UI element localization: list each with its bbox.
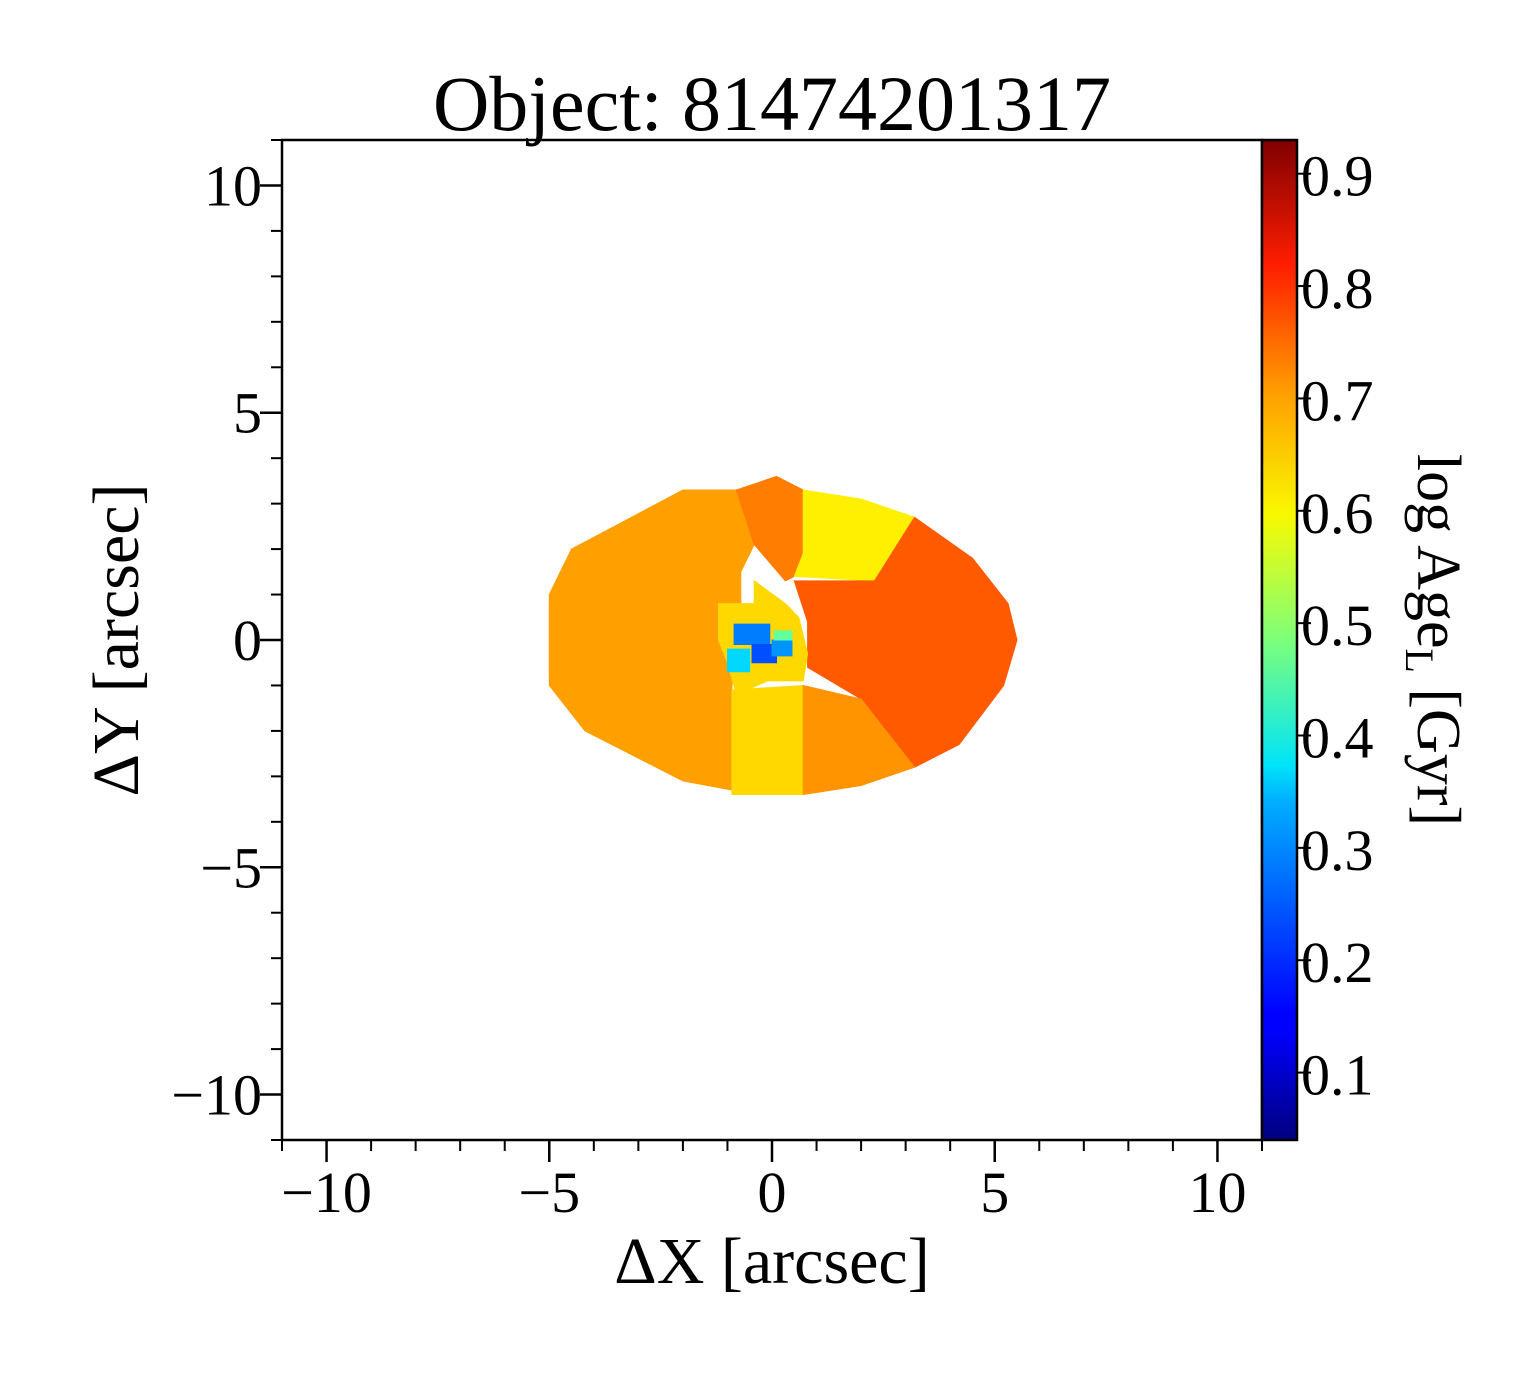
colorbar (1260, 138, 1299, 1142)
colorbar-tick-label: 0.6 (1301, 481, 1374, 546)
y-tick-label: −5 (200, 835, 262, 900)
x-tick-label: 5 (980, 1160, 1009, 1225)
colorbar-ticks: 0.1 0.2 0.3 0.4 0.5 0.6 0.7 0.8 0.9 (1297, 144, 1374, 1108)
y-axis-label: ΔY [arcsec] (80, 484, 153, 797)
map-region-center-blue-1 (733, 623, 771, 645)
x-tick-label: −5 (518, 1160, 580, 1225)
colorbar-tick-label: 0.8 (1301, 256, 1374, 321)
colorbar-tick-label: 0.2 (1301, 930, 1374, 995)
colorbar-tick-label: 0.7 (1301, 368, 1374, 433)
colorbar-label-unit: [Gyr] (1404, 673, 1472, 826)
map-region-center-blue-3 (771, 639, 793, 657)
y-tick-label: 5 (233, 381, 262, 446)
map-region-center-blue-2 (751, 644, 777, 664)
map-region-center-cyan (727, 648, 751, 673)
y-tick-label: 0 (233, 608, 262, 673)
x-tick-label: 0 (758, 1160, 787, 1225)
colorbar-tick-label: 0.9 (1301, 144, 1374, 209)
colorbar-tick-label: 0.1 (1301, 1043, 1374, 1108)
colorbar-tick-label: 0.4 (1301, 706, 1374, 771)
map-region-lower-left (548, 639, 742, 791)
colorbar-tick-label: 0.5 (1301, 593, 1374, 658)
colorbar-label-sub: L (1397, 648, 1442, 672)
x-axis-label: ΔX [arcsec] (614, 1225, 929, 1298)
y-tick-label: 10 (204, 153, 262, 218)
colorbar-tick-label: 0.3 (1301, 818, 1374, 883)
map-region-lower-right (802, 684, 916, 796)
chart-title: Object: 81474201317 (433, 60, 1111, 147)
colorbar-label: log AgeL [Gyr] (1397, 454, 1472, 826)
x-axis: −10 −5 0 5 10 (281, 1140, 1263, 1225)
y-tick-label: −10 (171, 1063, 262, 1128)
colorbar-label-main: log Age (1404, 454, 1472, 649)
x-tick-label: −10 (281, 1160, 372, 1225)
age-map (548, 475, 1018, 796)
y-axis: −10 −5 0 5 10 (171, 139, 282, 1141)
map-region-center-green (773, 630, 793, 641)
map-region-lower-middle-yellow (731, 684, 804, 795)
x-tick-label: 10 (1188, 1160, 1246, 1225)
